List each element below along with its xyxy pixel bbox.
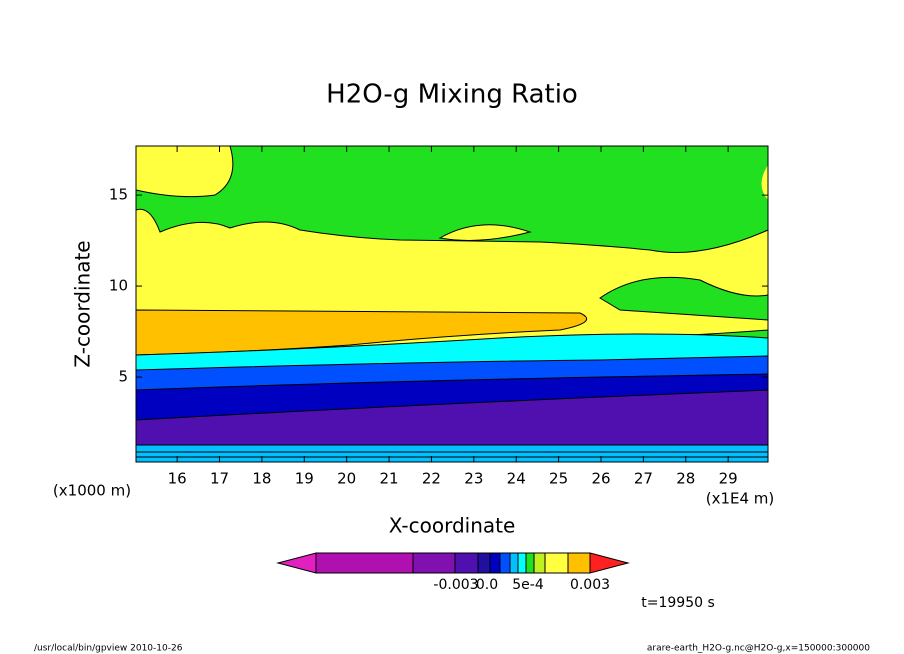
colorbar-segment (525, 552, 535, 574)
colorbar-end (276, 552, 317, 574)
y-unit: (x1000 m) (53, 482, 131, 500)
x-tick-label: 23 (464, 470, 483, 488)
x-tick-label: 19 (295, 470, 314, 488)
y-tick-label: 15 (109, 186, 128, 204)
x-tick-label: 29 (719, 470, 738, 488)
x-tick-label: 22 (422, 470, 441, 488)
colorbar-label: 0.0 (476, 577, 498, 593)
colorbar-label: -0.003 (433, 577, 478, 593)
x-tick-label: 17 (210, 470, 229, 488)
plot-frame (135, 145, 769, 463)
colorbar-segment (499, 552, 511, 574)
x-tick-label: 25 (549, 470, 568, 488)
colorbar-label: 0.003 (570, 577, 610, 593)
y-tick-label: 5 (118, 368, 128, 386)
colorbar-segment (412, 552, 456, 574)
contour-field (135, 145, 769, 463)
x-axis-label: X-coordinate (389, 514, 516, 538)
chart-title: H2O-g Mixing Ratio (326, 80, 578, 110)
colorbar-label: 5e-4 (512, 577, 544, 593)
footer-right: arare-earth_H2O-g.nc@H2O-g,x=150000:3000… (647, 644, 870, 654)
y-tick-label: 10 (109, 277, 128, 295)
x-tick-label: 26 (591, 470, 610, 488)
x-tick-label: 27 (634, 470, 653, 488)
colorbar-end (589, 552, 630, 574)
colorbar-segment (533, 552, 546, 574)
x-tick-label: 28 (676, 470, 695, 488)
footer-left: /usr/local/bin/gpview 2010-10-26 (34, 644, 183, 654)
x-unit: (x1E4 m) (706, 490, 775, 508)
x-tick-label: 21 (380, 470, 399, 488)
colorbar-segment (477, 552, 491, 574)
y-axis-label: Z-coordinate (71, 240, 95, 367)
colorbar-segment (489, 552, 501, 574)
colorbar-segment (517, 552, 527, 574)
x-tick-label: 24 (507, 470, 526, 488)
colorbar-segment (544, 552, 569, 574)
x-tick-label: 16 (168, 470, 187, 488)
colorbar-segment (315, 552, 414, 574)
time-label: t=19950 s (641, 595, 715, 611)
colorbar-segment (567, 552, 591, 574)
colorbar-segment (509, 552, 519, 574)
x-tick-label: 18 (252, 470, 271, 488)
x-tick-label: 20 (337, 470, 356, 488)
colorbar-segment (454, 552, 479, 574)
